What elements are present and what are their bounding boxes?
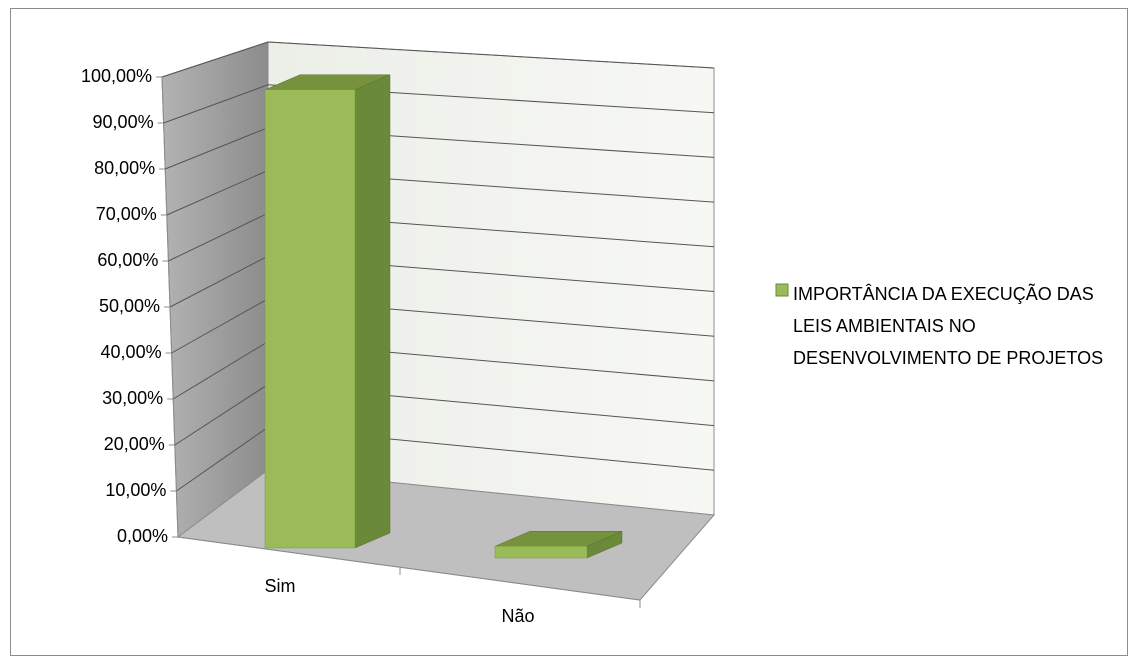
- bar: [264, 89, 356, 549]
- y-tick-label: 40,00%: [101, 342, 162, 362]
- y-tick-label: 30,00%: [102, 388, 163, 408]
- legend-label: IMPORTÂNCIA DA EXECUÇÃO DAS LEIS AMBIENT…: [793, 284, 1104, 368]
- y-tick-label: 50,00%: [99, 296, 160, 316]
- grid-line: [161, 41, 715, 78]
- y-tick-label: 70,00%: [96, 204, 157, 224]
- y-tick-label: 20,00%: [104, 434, 165, 454]
- grid-line: [163, 84, 715, 124]
- legend-swatch: [775, 283, 789, 297]
- left-wall: [161, 41, 269, 538]
- x-tick-label: Sim: [265, 576, 296, 596]
- y-tick-label: 0,00%: [117, 526, 168, 546]
- y-tick-label: 90,00%: [93, 112, 154, 132]
- x-axis: [177, 536, 641, 601]
- bar: [494, 546, 588, 559]
- y-tick-label: 60,00%: [97, 250, 158, 270]
- y-tick-label: 80,00%: [94, 158, 155, 178]
- y-tick-label: 10,00%: [105, 480, 166, 500]
- y-tick-label: 100,00%: [81, 66, 152, 86]
- x-tick-label: Não: [501, 606, 534, 626]
- bar-side: [354, 74, 391, 549]
